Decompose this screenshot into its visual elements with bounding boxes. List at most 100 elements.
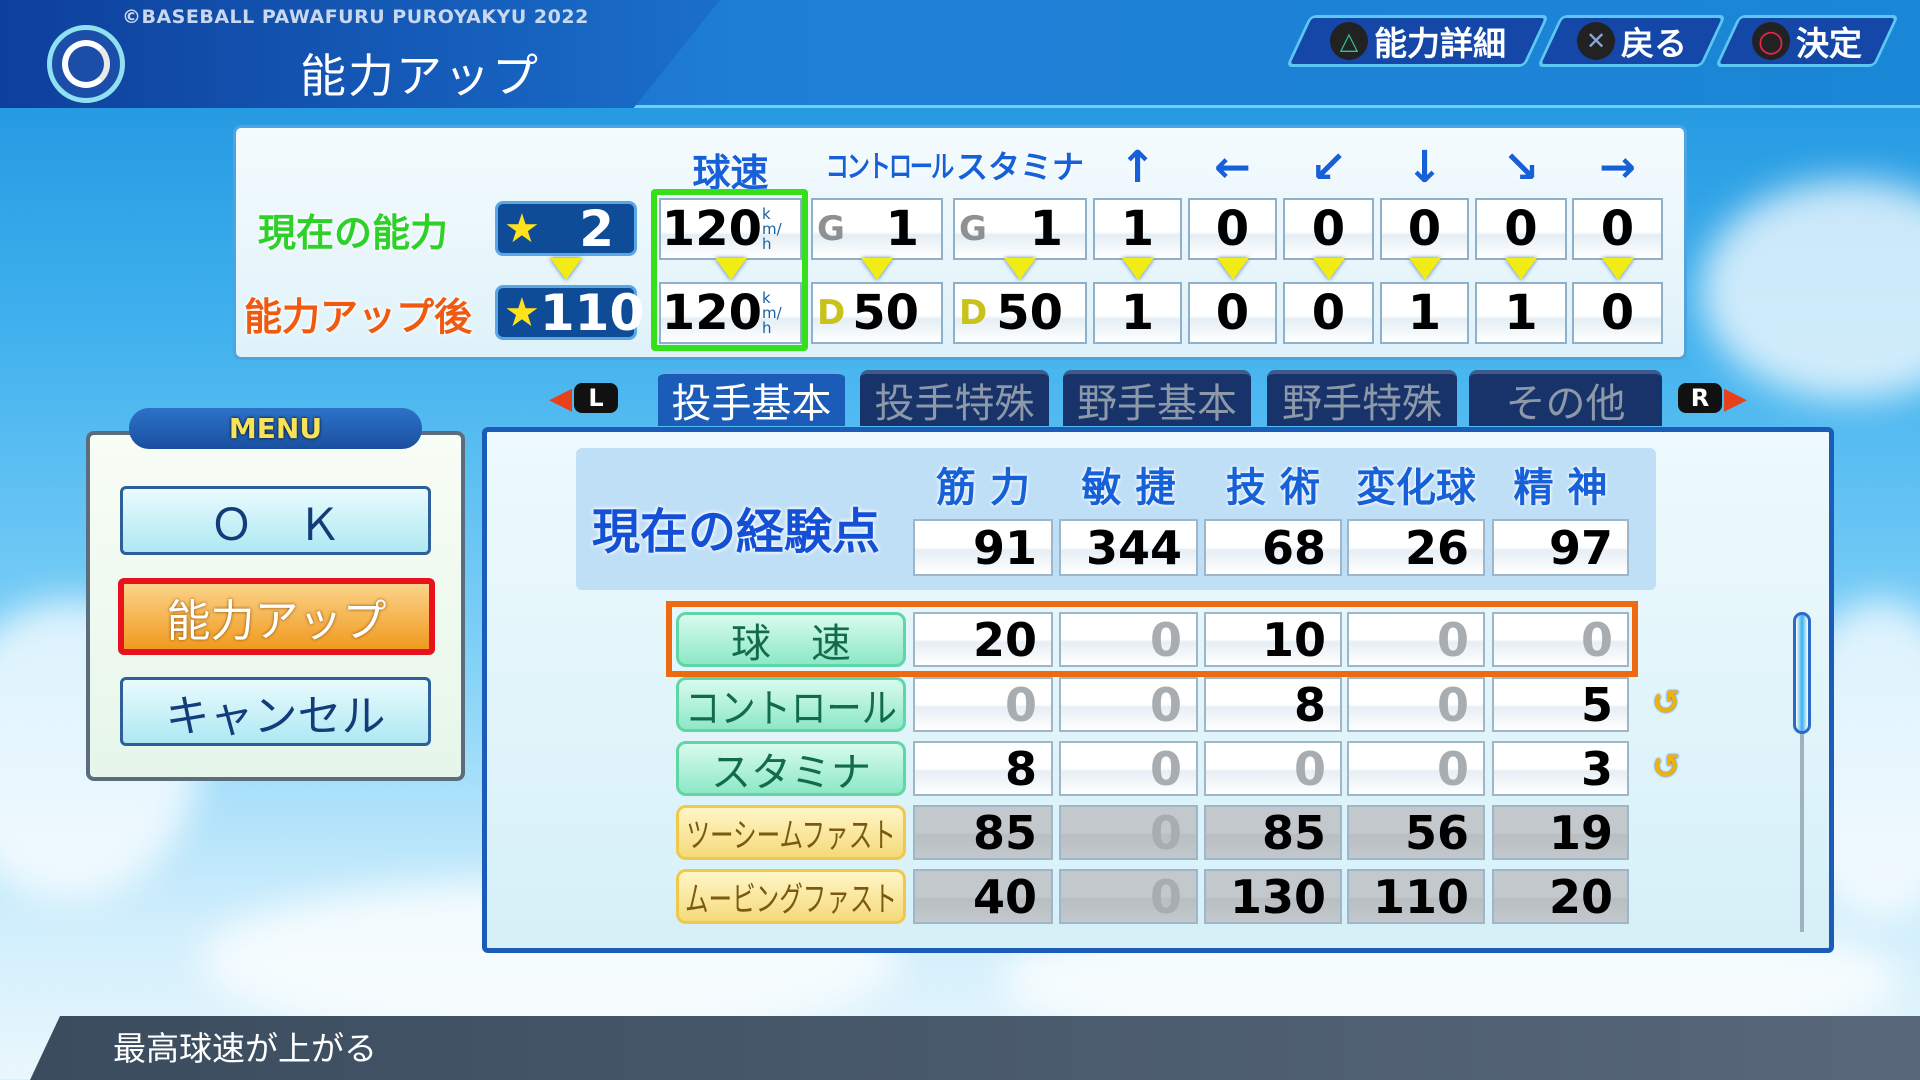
cost-value: 85	[1204, 805, 1342, 860]
r-key: R	[1678, 383, 1722, 413]
current-ability-label: 現在の能力	[258, 211, 449, 255]
arrow-down-icon	[1121, 258, 1154, 280]
after-cell: 0	[1572, 282, 1663, 344]
cost-value: 0	[1492, 612, 1629, 667]
grade-badge: G	[817, 209, 845, 249]
back-button[interactable]: ✕ 戻る	[1536, 15, 1727, 67]
tab-4[interactable]: その他	[1469, 370, 1662, 427]
cost-value: 0	[913, 677, 1053, 732]
cost-row-label-text: ムービングファスト	[684, 880, 898, 920]
scrollbar-thumb[interactable]	[1793, 612, 1811, 734]
star-icon: ★	[504, 205, 540, 252]
tab-prev-button[interactable]: ◀ L	[549, 380, 619, 416]
page-title: 能力アップ	[300, 49, 540, 103]
direction-arrow-icon: →	[1599, 142, 1636, 193]
current-cell: 0	[1188, 198, 1277, 260]
current-cell: 1	[1093, 198, 1182, 260]
cost-row-label[interactable]: ムービングファスト	[676, 869, 906, 924]
experience-header: 敏 捷	[1081, 465, 1176, 511]
menu-title: MENU	[129, 408, 422, 449]
arrow-down-icon	[1408, 258, 1441, 280]
cost-value: 0	[1204, 741, 1342, 796]
after-cell: D 50	[953, 282, 1087, 344]
current-cell: 120 km/h	[659, 198, 802, 260]
experience-header: 変化球	[1356, 465, 1476, 511]
baseball-logo-icon	[47, 25, 125, 103]
speed-value: 120	[661, 201, 762, 257]
tab-0[interactable]: 投手基本	[658, 370, 845, 427]
direction-arrow-icon: ←	[1214, 142, 1251, 193]
experience-value: 344	[1059, 519, 1198, 576]
tab-2[interactable]: 野手基本	[1063, 370, 1251, 427]
cost-row-label[interactable]: スタミナ	[676, 741, 906, 796]
current-cell: 0	[1475, 198, 1567, 260]
current-star-badge: ★ 2	[495, 200, 637, 258]
cost-value: 0	[1059, 741, 1198, 796]
menu-cancel-button[interactable]: キャンセル	[120, 677, 431, 746]
status-description: 最高球速が上がる	[113, 1029, 377, 1068]
experience-value: 97	[1492, 519, 1629, 576]
current-cell: 0	[1572, 198, 1663, 260]
undo-icon[interactable]: ↺	[1652, 747, 1681, 787]
cost-value: 20	[913, 612, 1053, 667]
cost-value: 8	[1204, 677, 1342, 732]
cross-icon: ✕	[1576, 22, 1615, 60]
column-header: 球速	[692, 151, 769, 195]
ability-detail-button[interactable]: △ 能力詳細	[1285, 15, 1550, 67]
control-value: 1	[885, 201, 919, 257]
direction-arrow-icon: ↑	[1119, 142, 1156, 193]
arrow-down-icon	[1312, 258, 1345, 280]
stamina-value: 50	[996, 285, 1063, 341]
cost-value: 20	[1492, 869, 1629, 924]
after-cell: 1	[1380, 282, 1469, 344]
cost-value: 40	[913, 869, 1053, 924]
after-cell: D 50	[811, 282, 943, 344]
scrollbar-track[interactable]	[1800, 612, 1804, 932]
menu-ok-button[interactable]: Ｏ Ｋ	[120, 486, 431, 555]
confirm-button[interactable]: ○ 決定	[1714, 15, 1900, 67]
grade-badge: D	[817, 293, 846, 333]
current-cell: 0	[1283, 198, 1374, 260]
after-cell: 1	[1475, 282, 1567, 344]
cost-value: 0	[1059, 612, 1198, 667]
cost-value: 10	[1204, 612, 1342, 667]
tab-1[interactable]: 投手特殊	[860, 370, 1049, 427]
arrow-down-icon	[550, 258, 582, 280]
grade-badge: D	[959, 293, 988, 333]
copyright-text: ©BASEBALL PAWAFURU PUROYAKYU 2022	[122, 6, 589, 28]
cost-row-label[interactable]: コントロール	[676, 677, 906, 732]
experience-label: 現在の経験点	[592, 504, 881, 560]
arrow-down-icon	[1601, 258, 1634, 280]
grade-badge: G	[959, 209, 987, 249]
l-key: L	[574, 383, 619, 413]
experience-header: 筋 力	[936, 465, 1030, 511]
undo-icon[interactable]: ↺	[1652, 683, 1681, 723]
cost-row-label[interactable]: 球 速	[676, 612, 906, 667]
cost-row-label[interactable]: ツーシームファスト	[676, 805, 906, 860]
after-ability-label: 能力アップ後	[244, 295, 473, 339]
cost-value: 85	[913, 805, 1053, 860]
cost-value: 0	[1347, 612, 1485, 667]
after-cell: 120 km/h	[659, 282, 802, 344]
cost-value: 8	[913, 741, 1053, 796]
cost-value: 5	[1492, 677, 1629, 732]
direction-arrow-icon: ↘	[1502, 142, 1540, 193]
cost-row-label-text: 球 速	[731, 620, 851, 667]
experience-value: 91	[913, 519, 1053, 576]
button-label: 能力詳細	[1373, 24, 1506, 63]
cost-value: 0	[1059, 869, 1198, 924]
selection-highlight	[651, 189, 808, 351]
cost-value: 130	[1204, 869, 1342, 924]
tab-3[interactable]: 野手特殊	[1267, 370, 1457, 427]
tab-next-button[interactable]: R ▶	[1678, 380, 1747, 416]
menu-ability-up-button[interactable]: 能力アップ	[118, 578, 435, 655]
button-label: 決定	[1796, 24, 1862, 63]
speed-value: 120	[661, 285, 762, 341]
direction-arrow-icon: ↓	[1406, 142, 1443, 193]
column-header: スタミナ	[955, 148, 1084, 186]
arrow-down-icon	[1216, 258, 1249, 280]
circle-icon: ○	[1752, 22, 1790, 60]
cost-value: 0	[1059, 805, 1198, 860]
